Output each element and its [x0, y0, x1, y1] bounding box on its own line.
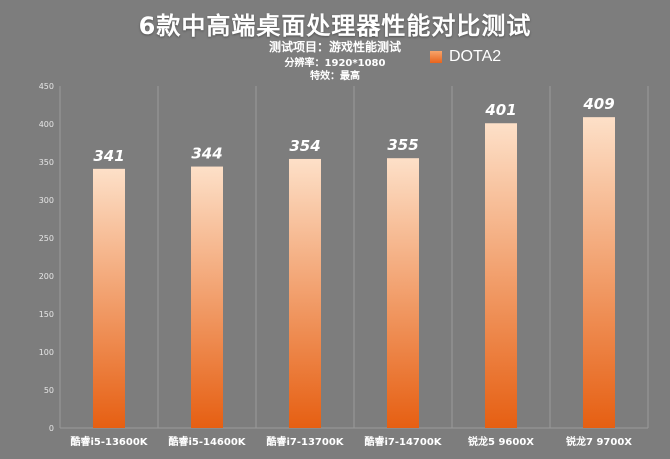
y-tick-label: 350 — [39, 158, 54, 167]
data-label: 355 — [387, 136, 418, 154]
data-label: 344 — [191, 145, 222, 163]
bar — [289, 158, 321, 428]
y-tick-label: 450 — [39, 82, 54, 91]
bar — [93, 168, 125, 428]
chart-subtitle-resolution: 分辨率：1920*1080 — [284, 58, 386, 69]
chart-title: 6款中高端桌面处理器性能对比测试 — [138, 12, 532, 40]
legend-swatch — [430, 51, 442, 63]
y-tick-label: 100 — [39, 348, 54, 357]
y-tick-label: 400 — [39, 120, 54, 129]
chart-subtitle-effects: 特效：最高 — [310, 71, 360, 82]
y-tick-label: 200 — [39, 272, 54, 281]
data-label: 341 — [93, 147, 124, 165]
grid-lines — [59, 86, 649, 429]
bar — [485, 123, 517, 429]
x-axis-ticks: 酷睿i5-13600K 酷睿i5-14600K 酷睿i7-13700K 酷睿i7-14… — [70, 435, 632, 448]
chart-subtitle-test-item: 测试项目：游戏性能测试 — [268, 40, 401, 54]
y-tick-label: 150 — [39, 310, 54, 319]
bar — [387, 158, 419, 428]
x-tick-label: 锐龙7 9700X — [566, 435, 632, 448]
bars — [93, 117, 615, 429]
bar — [583, 117, 615, 428]
x-tick-label: 酷睿i7-13700K — [266, 435, 344, 448]
y-axis-ticks: 0 50 100 150 200 250 300 350 400 450 — [39, 82, 54, 433]
x-tick-label: 酷睿i5-13600K — [70, 435, 148, 448]
y-tick-label: 300 — [39, 196, 54, 205]
x-tick-label: 酷睿i5-14600K — [168, 435, 246, 448]
data-label: 409 — [582, 95, 614, 113]
data-label: 354 — [289, 137, 320, 155]
y-tick-label: 50 — [44, 386, 54, 395]
chart-legend: DOTA2 — [430, 48, 501, 66]
data-labels: 341 344 354 355 401 409 — [93, 95, 614, 165]
x-tick-label: 锐龙5 9600X — [468, 435, 534, 448]
y-tick-label: 250 — [39, 234, 54, 243]
x-tick-label: 酷睿i7-14700K — [364, 435, 442, 448]
legend-label: DOTA2 — [449, 48, 502, 65]
data-label: 401 — [484, 101, 516, 119]
y-tick-label: 0 — [49, 424, 54, 433]
bar — [191, 166, 223, 428]
